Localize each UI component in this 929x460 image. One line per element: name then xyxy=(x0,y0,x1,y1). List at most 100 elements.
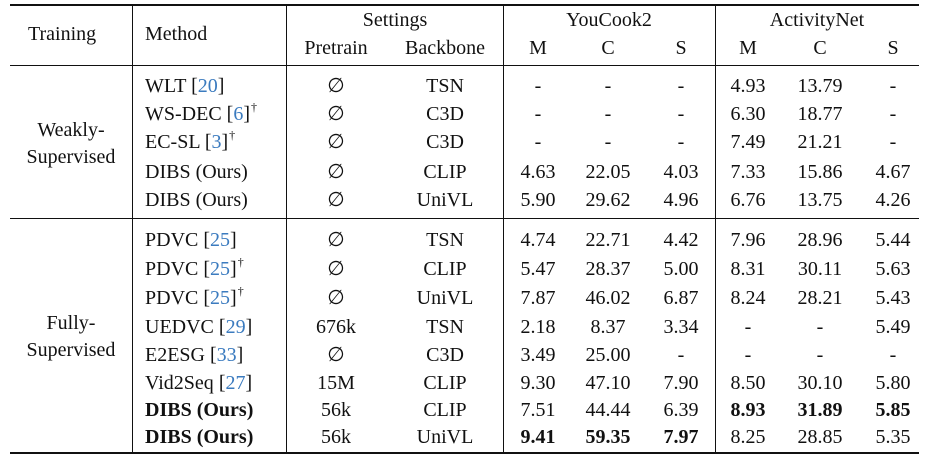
metric-cell: - xyxy=(604,75,612,97)
method-name: PDVC [25]† xyxy=(145,284,244,312)
metric-cell: 4.03 xyxy=(663,161,699,183)
bracket-close: ] xyxy=(230,258,237,280)
metric-cell: - xyxy=(816,316,824,338)
backbone-cell: C3D xyxy=(426,103,464,125)
metric-cell: 6.30 xyxy=(730,103,766,125)
metric-cell: 15.86 xyxy=(797,161,843,183)
group-fully-line2: Supervised xyxy=(26,339,116,361)
metric-cell: 9.41 xyxy=(520,426,556,448)
bracket-open: [ xyxy=(198,258,211,280)
metric-cell: 6.39 xyxy=(663,399,699,421)
bracket-close: ] xyxy=(245,372,253,394)
metric-cell: 28.85 xyxy=(797,426,843,448)
method-label: DIBS (Ours) xyxy=(145,426,254,448)
metric-cell: 4.67 xyxy=(875,161,911,183)
method-label: Vid2Seq xyxy=(145,372,214,394)
backbone-cell: CLIP xyxy=(423,399,467,421)
metric-cell: 6.87 xyxy=(663,287,699,309)
group-weakly-line2: Supervised xyxy=(26,146,116,168)
bracket-close: ] xyxy=(217,75,225,97)
citation-link: 27 xyxy=(225,372,246,394)
dagger-mark: † xyxy=(229,128,236,142)
method-label: DIBS (Ours) xyxy=(145,161,248,183)
header-pretrain: Pretrain xyxy=(304,37,368,59)
metric-cell: 8.24 xyxy=(730,287,766,309)
citation-link: 33 xyxy=(216,344,237,366)
metric-cell: - xyxy=(604,103,612,125)
backbone-cell: C3D xyxy=(426,131,464,153)
metric-cell: 8.31 xyxy=(730,258,766,280)
citation-link: 6 xyxy=(233,103,244,125)
method-label: WLT xyxy=(145,75,187,97)
backbone-cell: UniVL xyxy=(416,426,474,448)
method-name: UEDVC [29] xyxy=(145,315,252,339)
header-yc-m: M xyxy=(529,37,547,59)
metric-cell: 8.37 xyxy=(590,316,626,338)
method-label: PDVC xyxy=(145,258,199,280)
metric-cell: 5.90 xyxy=(520,189,556,211)
backbone-cell: UniVL xyxy=(416,287,474,309)
header-settings: Settings xyxy=(362,9,428,31)
bracket-open: [ xyxy=(221,103,234,125)
method-name: PDVC [25] xyxy=(145,228,237,252)
metric-cell: 28.96 xyxy=(797,229,843,251)
metric-cell: 29.62 xyxy=(585,189,631,211)
metric-cell: - xyxy=(677,103,685,125)
metric-cell: - xyxy=(604,131,612,153)
header-yc-c: C xyxy=(601,37,615,59)
bracket-close: ] xyxy=(236,344,244,366)
metric-cell: 7.87 xyxy=(520,287,556,309)
backbone-cell: CLIP xyxy=(423,161,467,183)
backbone-cell: CLIP xyxy=(423,258,467,280)
citation-link: 25 xyxy=(210,287,231,309)
method-name: WS-DEC [6]† xyxy=(145,100,258,128)
pretrain-cell: ∅ xyxy=(327,258,345,280)
metric-cell: 59.35 xyxy=(585,426,631,448)
bracket-close: ] xyxy=(221,131,229,153)
header-youcook2: YouCook2 xyxy=(566,9,652,31)
pretrain-cell: ∅ xyxy=(327,229,345,251)
metric-cell: - xyxy=(677,75,685,97)
backbone-cell: CLIP xyxy=(423,372,467,394)
method-label: E2ESG xyxy=(145,344,205,366)
metric-cell: 13.75 xyxy=(797,189,843,211)
metric-cell: 30.10 xyxy=(797,372,843,394)
bracket-close: ] xyxy=(243,103,251,125)
metric-cell: - xyxy=(677,131,685,153)
top-rule xyxy=(10,4,919,6)
bracket-close: ] xyxy=(245,316,253,338)
method-name: DIBS (Ours) xyxy=(145,398,253,422)
metric-cell: 21.21 xyxy=(797,131,843,153)
dagger-mark: † xyxy=(237,284,244,298)
header-activitynet: ActivityNet xyxy=(769,9,865,31)
metric-cell: 4.74 xyxy=(520,229,556,251)
metric-cell: - xyxy=(816,344,824,366)
header-yc-s: S xyxy=(675,37,687,59)
method-name: EC-SL [3]† xyxy=(145,128,236,156)
dagger-mark: † xyxy=(251,100,258,114)
metric-cell: 7.90 xyxy=(663,372,699,394)
header-an-s: S xyxy=(887,37,899,59)
pretrain-cell: 56k xyxy=(321,399,351,421)
citation-link: 29 xyxy=(225,316,246,338)
method-name: E2ESG [33] xyxy=(145,343,243,367)
method-name: WLT [20] xyxy=(145,74,224,98)
metric-cell: - xyxy=(889,103,897,125)
metric-cell: - xyxy=(889,75,897,97)
metric-cell: 7.97 xyxy=(663,426,699,448)
metric-cell: 5.00 xyxy=(663,258,699,280)
method-name: Vid2Seq [27] xyxy=(145,371,252,395)
metric-cell: 3.49 xyxy=(520,344,556,366)
pretrain-cell: ∅ xyxy=(327,287,345,309)
metric-cell: - xyxy=(889,131,897,153)
method-label: DIBS (Ours) xyxy=(145,399,254,421)
backbone-cell: TSN xyxy=(426,75,464,97)
method-name: DIBS (Ours) xyxy=(145,425,253,449)
metric-cell: 7.51 xyxy=(520,399,556,421)
metric-cell: 8.25 xyxy=(730,426,766,448)
backbone-cell: TSN xyxy=(426,229,464,251)
vrule-method xyxy=(286,6,287,452)
bracket-open: [ xyxy=(198,287,211,309)
vrule-youcook2 xyxy=(715,6,716,452)
metric-cell: 4.96 xyxy=(663,189,699,211)
